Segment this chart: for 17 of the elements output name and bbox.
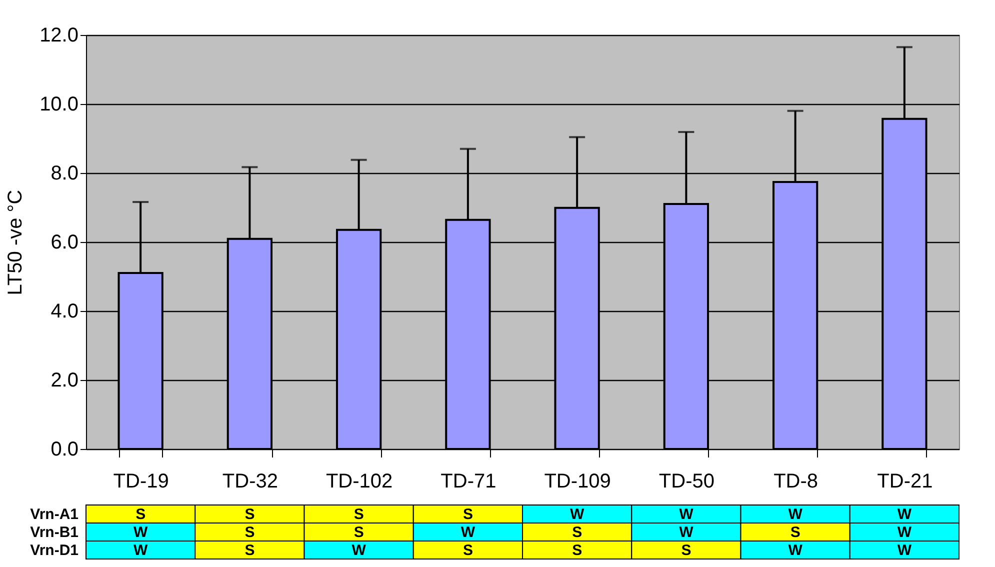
- x-tick-label: TD-19: [113, 470, 169, 492]
- y-tick-label: 8.0: [50, 162, 78, 184]
- x-tick-label: TD-71: [440, 470, 496, 492]
- x-tick-label: TD-32: [222, 470, 278, 492]
- x-tick-label: TD-21: [877, 470, 933, 492]
- y-tick-label: 6.0: [50, 232, 78, 254]
- x-tick-label: TD-102: [326, 470, 393, 492]
- x-tick-label: TD-109: [544, 470, 611, 492]
- y-axis-title: LT50 -ve °C: [4, 190, 27, 296]
- y-tick-label: 0.0: [50, 438, 78, 460]
- y-tick-label: 10.0: [40, 94, 78, 116]
- y-tick-label: 12.0: [40, 24, 78, 46]
- x-tick-label: TD-50: [658, 470, 714, 492]
- y-tick-label: 2.0: [50, 370, 78, 392]
- y-tick-label: 4.0: [50, 300, 78, 322]
- x-tick-label: TD-8: [774, 470, 818, 492]
- genotype-table: S S S S W W W W W S S W S W S W W S W S S S W W Vrn-A1 Vrn-B1 Vrn-D1: [30, 504, 960, 560]
